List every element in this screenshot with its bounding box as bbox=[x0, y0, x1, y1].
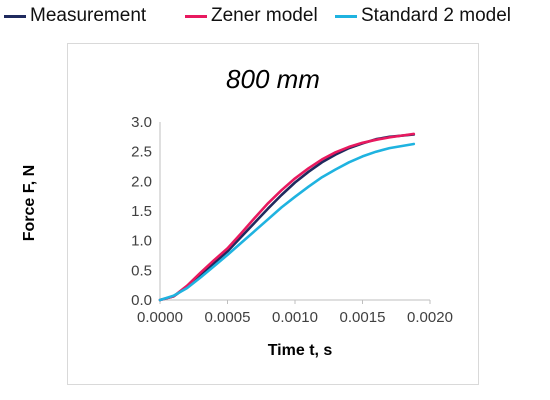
x-tick-label: 0.0005 bbox=[205, 309, 251, 326]
y-axis-label: Force F, N bbox=[21, 164, 38, 242]
x-tick-label: 0.0020 bbox=[407, 309, 453, 326]
y-tick-label: 0.5 bbox=[131, 262, 152, 279]
legend-swatch-standard2 bbox=[335, 14, 357, 18]
legend-swatch-measurement bbox=[4, 14, 26, 18]
legend-item-zener: Zener model bbox=[185, 5, 318, 27]
chart-title: 800 mm bbox=[226, 64, 320, 94]
y-tick-label: 0.0 bbox=[131, 292, 152, 309]
series-line-zener-model bbox=[158, 132, 416, 302]
legend-item-standard2: Standard 2 model bbox=[335, 5, 511, 27]
y-tick-label: 1.0 bbox=[131, 233, 152, 250]
x-tick-label: 0.0000 bbox=[137, 309, 183, 326]
legend: Measurement Zener model Standard 2 model bbox=[0, 4, 550, 28]
x-axis-label: Time t, s bbox=[267, 342, 333, 359]
series-line-standard-2-model bbox=[158, 142, 416, 302]
legend-label-zener: Zener model bbox=[211, 5, 318, 26]
x-tick-label: 0.0015 bbox=[340, 309, 386, 326]
legend-item-measurement: Measurement bbox=[4, 5, 146, 27]
y-tick-label: 3.0 bbox=[131, 114, 152, 131]
legend-label-measurement: Measurement bbox=[30, 5, 147, 26]
legend-label-standard2: Standard 2 model bbox=[361, 5, 511, 26]
y-tick-label: 2.0 bbox=[131, 173, 152, 190]
y-tick-label: 2.5 bbox=[131, 144, 152, 161]
y-tick-label: 1.5 bbox=[131, 203, 152, 220]
legend-swatch-zener bbox=[185, 14, 207, 18]
x-tick-label: 0.0010 bbox=[272, 309, 318, 326]
